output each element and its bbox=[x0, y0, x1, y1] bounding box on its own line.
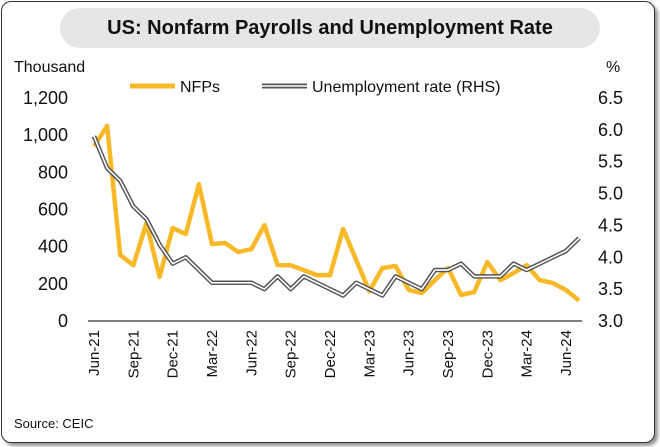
nfp-line bbox=[92, 123, 581, 303]
chart-frame bbox=[1, 1, 655, 443]
x-tick-label: Dec-21 bbox=[165, 330, 182, 378]
source-note: Source: CEIC bbox=[14, 416, 93, 431]
legend-label-nfp: NFPs bbox=[180, 79, 220, 96]
y-tick-label: 400 bbox=[38, 237, 68, 257]
x-tick-label: Mar-24 bbox=[519, 330, 536, 378]
x-tick-label: Mar-23 bbox=[361, 330, 378, 378]
x-tick-label: Mar-22 bbox=[204, 330, 221, 378]
y2-tick-label: 6.5 bbox=[598, 88, 623, 108]
y2-tick-label: 5.5 bbox=[598, 152, 623, 172]
y2-tick-label: 4.0 bbox=[598, 247, 623, 267]
y-tick-label: 200 bbox=[38, 274, 68, 294]
x-tick-label: Dec-22 bbox=[322, 330, 339, 378]
chart-title: US: Nonfarm Payrolls and Unemployment Ra… bbox=[60, 8, 600, 48]
legend-label-unemployment: Unemployment rate (RHS) bbox=[312, 79, 501, 96]
y-tick-label: 800 bbox=[38, 162, 68, 182]
y2-tick-label: 6.0 bbox=[598, 120, 623, 140]
x-tick-label: Dec-23 bbox=[479, 330, 496, 378]
x-tick-label: Jun-22 bbox=[243, 330, 260, 376]
y2-axis-label: % bbox=[606, 59, 620, 76]
y2-tick-label: 4.5 bbox=[598, 215, 623, 235]
y-tick-label: 1,200 bbox=[23, 88, 68, 108]
x-tick-label: Jun-24 bbox=[558, 330, 575, 376]
x-tick-label: Jun-23 bbox=[401, 330, 418, 376]
y-tick-label: 600 bbox=[38, 200, 68, 220]
y-axis-label: Thousand bbox=[14, 59, 85, 76]
y2-tick-label: 5.0 bbox=[598, 184, 623, 204]
x-tick-label: Jun-21 bbox=[86, 330, 103, 376]
y-tick-label: 0 bbox=[58, 311, 68, 331]
x-tick-label: Sep-23 bbox=[440, 330, 457, 378]
y2-tick-label: 3.0 bbox=[598, 311, 623, 331]
x-tick-label: Sep-21 bbox=[125, 330, 142, 378]
x-tick-label: Sep-22 bbox=[283, 330, 300, 378]
y-tick-label: 1,000 bbox=[23, 125, 68, 145]
legend: NFPs Unemployment rate (RHS) bbox=[130, 79, 501, 96]
unemployment-line-inner bbox=[93, 135, 580, 297]
y2-tick-label: 3.5 bbox=[598, 279, 623, 299]
